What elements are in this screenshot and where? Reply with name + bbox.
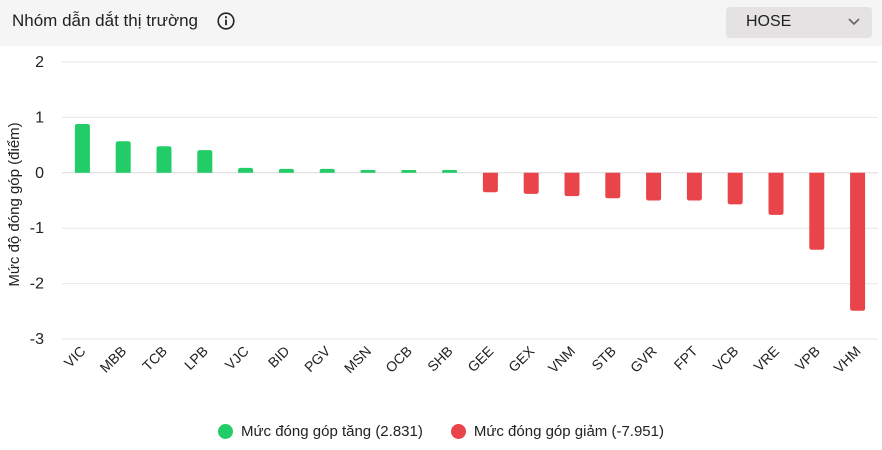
bar-gex[interactable] [523, 172, 539, 194]
y-tick-label: 1 [35, 109, 44, 126]
legend-item-negative[interactable]: Mức đóng góp giảm (-7.951) [450, 422, 664, 440]
x-tick-label: PGV [301, 342, 334, 375]
bar-vnm[interactable] [564, 172, 580, 197]
x-tick-label: VCB [710, 343, 742, 375]
bar-vcb[interactable] [727, 172, 743, 205]
chart-header: Nhóm dẫn dắt thị trường HOSE [0, 0, 882, 46]
x-tick-label: LPB [181, 343, 211, 373]
x-tick-label: VPB [792, 343, 823, 374]
x-tick-label: VHM [830, 343, 863, 376]
legend-dot-negative [450, 423, 466, 439]
exchange-select-value: HOSE [746, 13, 792, 30]
x-tick-label: GVR [627, 343, 660, 376]
grid-lines [62, 61, 878, 340]
y-tick-label: -3 [30, 331, 44, 348]
x-tick-label: VRE [750, 343, 782, 375]
x-tick-labels: VIC MBB TCB LPB VJC BID PGV MSN OCB SHB GEE GEX VNM S… [61, 342, 864, 376]
y-tick-label: -2 [30, 276, 44, 293]
legend-dot-positive [218, 423, 234, 439]
x-tick-label: MSN [341, 343, 374, 376]
chart-title: Nhóm dẫn dắt thị trường [12, 11, 199, 30]
x-tick-label: FPT [671, 342, 701, 372]
x-tick-label: VIC [61, 343, 89, 371]
x-tick-label: SHB [424, 343, 456, 375]
chart-legend: Mức đóng góp tăng (2.831) Mức đóng góp g… [0, 419, 882, 443]
exchange-select[interactable]: HOSE [726, 7, 872, 38]
x-tick-label: GEE [464, 343, 496, 375]
bar-vpb[interactable] [809, 172, 825, 250]
y-axis-label: Mức độ đóng góp (điểm) [6, 122, 23, 286]
bar-pgv[interactable] [319, 168, 335, 173]
bar-vre[interactable] [768, 172, 784, 215]
info-circle-icon[interactable] [217, 12, 235, 30]
bar-msn[interactable] [360, 170, 376, 173]
bar-vic[interactable] [74, 124, 90, 173]
x-tick-label: STB [588, 343, 619, 374]
bar-mbb[interactable] [115, 141, 131, 173]
y-tick-label: 0 [35, 165, 44, 182]
x-tick-label: BID [265, 343, 293, 371]
chart-area: 2 1 0 -1 -2 -3 VIC MBB TCB LPB VJC BID PGV MSN OCB SHB… [6, 54, 878, 376]
x-tick-label: MBB [97, 343, 130, 376]
bar-fpt[interactable] [686, 172, 702, 201]
bar-tcb[interactable] [156, 146, 172, 173]
bar-ocb[interactable] [401, 170, 417, 173]
bar-gee[interactable] [482, 172, 498, 193]
bar-gvr[interactable] [646, 172, 662, 201]
bar-bid[interactable] [278, 168, 294, 173]
bars [74, 124, 866, 311]
legend-label-negative: Mức đóng góp giảm (-7.951) [473, 422, 664, 440]
y-tick-label: -1 [30, 220, 44, 237]
bar-lpb[interactable] [197, 150, 213, 173]
bar-shb[interactable] [442, 170, 458, 173]
legend-label-positive: Mức đóng góp tăng (2.831) [241, 422, 423, 440]
legend-item-positive[interactable]: Mức đóng góp tăng (2.831) [218, 423, 423, 440]
bar-vhm[interactable] [850, 172, 866, 311]
x-tick-label: VNM [545, 343, 578, 376]
y-tick-label: 2 [35, 54, 44, 71]
bar-stb[interactable] [605, 172, 621, 199]
x-tick-label: GEX [505, 342, 538, 375]
x-tick-label: VJC [222, 343, 252, 373]
bar-vjc[interactable] [238, 167, 254, 173]
x-tick-label: OCB [382, 343, 415, 376]
chevron-down-icon [848, 18, 860, 26]
y-tick-labels: 2 1 0 -1 -2 -3 [30, 54, 44, 348]
x-tick-label: TCB [139, 343, 170, 374]
